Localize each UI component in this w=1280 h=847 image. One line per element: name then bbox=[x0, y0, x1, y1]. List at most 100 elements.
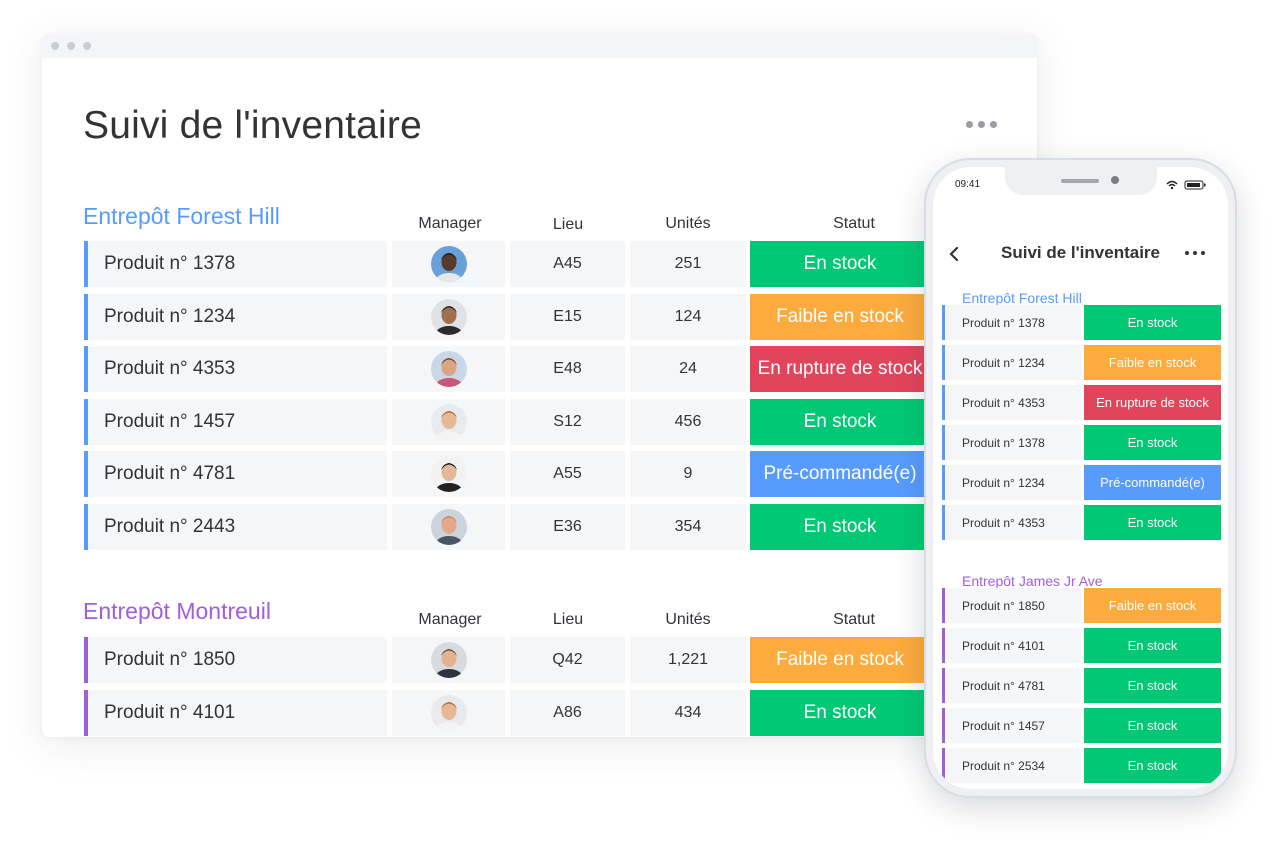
status-badge[interactable]: Faible en stock bbox=[1084, 345, 1221, 380]
location-cell[interactable]: E48 bbox=[510, 346, 625, 392]
units-cell[interactable]: 24 bbox=[630, 346, 746, 392]
avatar[interactable] bbox=[430, 508, 467, 545]
list-item[interactable]: Produit n° 1378 En stock bbox=[942, 305, 1221, 340]
column-header-lieu[interactable]: Lieu bbox=[552, 216, 584, 233]
table-row[interactable]: Produit n° 1234 E15 124 Faible en stock bbox=[84, 293, 924, 340]
window-dot-icon[interactable] bbox=[51, 42, 59, 50]
location-cell[interactable]: A55 bbox=[510, 451, 625, 497]
product-name[interactable]: Produit n° 4101 bbox=[84, 689, 387, 736]
product-name[interactable]: Produit n° 1234 bbox=[84, 293, 387, 340]
column-header-unites[interactable]: Unités bbox=[665, 611, 711, 628]
status-badge[interactable]: En stock bbox=[750, 398, 924, 445]
manager-cell[interactable] bbox=[392, 241, 505, 287]
list-item[interactable]: Produit n° 1234 Pré-commandé(e) bbox=[942, 465, 1221, 500]
avatar[interactable] bbox=[430, 694, 467, 731]
avatar[interactable] bbox=[430, 642, 467, 678]
units-cell[interactable]: 354 bbox=[630, 503, 746, 550]
column-header-lieu[interactable]: Lieu bbox=[552, 611, 584, 628]
status-badge[interactable]: En stock bbox=[750, 503, 924, 550]
product-name[interactable]: Produit n° 1850 bbox=[942, 588, 1081, 623]
product-name[interactable]: Produit n° 1457 bbox=[942, 708, 1081, 743]
column-header-manager[interactable]: Manager bbox=[418, 215, 482, 232]
more-options-icon[interactable] bbox=[1183, 249, 1207, 257]
status-badge[interactable]: Faible en stock bbox=[750, 293, 924, 340]
list-item[interactable]: Produit n° 1234 Faible en stock bbox=[942, 345, 1221, 380]
status-badge[interactable]: Pré-commandé(e) bbox=[1084, 465, 1221, 500]
status-badge[interactable]: En stock bbox=[1084, 748, 1221, 783]
status-badge[interactable]: Pré-commandé(e) bbox=[750, 451, 924, 497]
avatar[interactable] bbox=[430, 351, 467, 387]
manager-cell[interactable] bbox=[392, 346, 505, 392]
manager-cell[interactable] bbox=[392, 503, 505, 550]
status-badge[interactable]: Faible en stock bbox=[750, 637, 924, 683]
column-header-statut[interactable]: Statut bbox=[833, 215, 875, 232]
product-name[interactable]: Produit n° 1457 bbox=[84, 398, 387, 445]
column-header-manager[interactable]: Manager bbox=[418, 611, 482, 628]
product-name[interactable]: Produit n° 2534 bbox=[942, 748, 1081, 783]
location-cell[interactable]: Q42 bbox=[510, 637, 625, 683]
list-item[interactable]: Produit n° 1457 En stock bbox=[942, 708, 1221, 743]
list-item[interactable]: Produit n° 1378 En stock bbox=[942, 425, 1221, 460]
list-item[interactable]: Produit n° 4353 En rupture de stock bbox=[942, 385, 1221, 420]
product-name[interactable]: Produit n° 1850 bbox=[84, 637, 387, 683]
location-cell[interactable]: E15 bbox=[510, 293, 625, 340]
status-badge[interactable]: En stock bbox=[1084, 305, 1221, 340]
manager-cell[interactable] bbox=[392, 689, 505, 736]
units-cell[interactable]: 456 bbox=[630, 398, 746, 445]
units-cell[interactable]: 9 bbox=[630, 451, 746, 497]
list-item[interactable]: Produit n° 1850 Faible en stock bbox=[942, 588, 1221, 623]
units-cell[interactable]: 1,221 bbox=[630, 637, 746, 683]
window-dot-icon[interactable] bbox=[67, 42, 75, 50]
status-badge[interactable]: En stock bbox=[1084, 708, 1221, 743]
product-name[interactable]: Produit n° 4781 bbox=[84, 451, 387, 497]
table-row[interactable]: Produit n° 4353 E48 24 En rupture de stock bbox=[84, 346, 924, 392]
window-dot-icon[interactable] bbox=[83, 42, 91, 50]
units-cell[interactable]: 251 bbox=[630, 241, 746, 287]
status-badge[interactable]: En stock bbox=[750, 689, 924, 736]
units-cell[interactable]: 124 bbox=[630, 293, 746, 340]
table-row[interactable]: Produit n° 2443 E36 354 En stock bbox=[84, 503, 924, 550]
table-row[interactable]: Produit n° 1850 Q42 1,221 Faible en stock bbox=[84, 637, 924, 683]
product-name[interactable]: Produit n° 4781 bbox=[942, 668, 1081, 703]
column-header-unites[interactable]: Unités bbox=[665, 215, 711, 232]
avatar[interactable] bbox=[430, 456, 467, 492]
manager-cell[interactable] bbox=[392, 398, 505, 445]
table-row[interactable]: Produit n° 1378 A45 251 En stock bbox=[84, 241, 924, 287]
status-badge[interactable]: En rupture de stock bbox=[750, 346, 924, 392]
table-row[interactable]: Produit n° 1457 S12 456 En stock bbox=[84, 398, 924, 445]
location-cell[interactable]: S12 bbox=[510, 398, 625, 445]
phone-group-title[interactable]: Entrepôt James Jr Ave bbox=[962, 573, 1103, 589]
product-name[interactable]: Produit n° 1234 bbox=[942, 345, 1081, 380]
manager-cell[interactable] bbox=[392, 293, 505, 340]
status-badge[interactable]: En stock bbox=[1084, 668, 1221, 703]
product-name[interactable]: Produit n° 2443 bbox=[84, 503, 387, 550]
location-cell[interactable]: A86 bbox=[510, 689, 625, 736]
units-cell[interactable]: 434 bbox=[630, 689, 746, 736]
product-name[interactable]: Produit n° 4353 bbox=[942, 385, 1081, 420]
list-item[interactable]: Produit n° 2534 En stock bbox=[942, 748, 1221, 783]
avatar[interactable] bbox=[430, 403, 467, 440]
product-name[interactable]: Produit n° 4353 bbox=[942, 505, 1081, 540]
list-item[interactable]: Produit n° 4353 En stock bbox=[942, 505, 1221, 540]
product-name[interactable]: Produit n° 4353 bbox=[84, 346, 387, 392]
more-options-icon[interactable] bbox=[966, 118, 998, 130]
list-item[interactable]: Produit n° 4101 En stock bbox=[942, 628, 1221, 663]
avatar[interactable] bbox=[430, 246, 467, 282]
product-name[interactable]: Produit n° 1378 bbox=[942, 425, 1081, 460]
status-badge[interactable]: Faible en stock bbox=[1084, 588, 1221, 623]
status-badge[interactable]: En stock bbox=[750, 241, 924, 287]
status-badge[interactable]: En stock bbox=[1084, 628, 1221, 663]
column-header-statut[interactable]: Statut bbox=[833, 611, 875, 628]
product-name[interactable]: Produit n° 1234 bbox=[942, 465, 1081, 500]
location-cell[interactable]: A45 bbox=[510, 241, 625, 287]
product-name[interactable]: Produit n° 4101 bbox=[942, 628, 1081, 663]
phone-group-title[interactable]: Entrepôt Forest Hill bbox=[962, 290, 1082, 306]
table-row[interactable]: Produit n° 4781 A55 9 Pré-commandé(e) bbox=[84, 451, 924, 497]
manager-cell[interactable] bbox=[392, 637, 505, 683]
list-item[interactable]: Produit n° 4781 En stock bbox=[942, 668, 1221, 703]
avatar[interactable] bbox=[430, 298, 467, 335]
status-badge[interactable]: En stock bbox=[1084, 505, 1221, 540]
location-cell[interactable]: E36 bbox=[510, 503, 625, 550]
back-chevron-icon[interactable] bbox=[947, 245, 961, 263]
manager-cell[interactable] bbox=[392, 451, 505, 497]
